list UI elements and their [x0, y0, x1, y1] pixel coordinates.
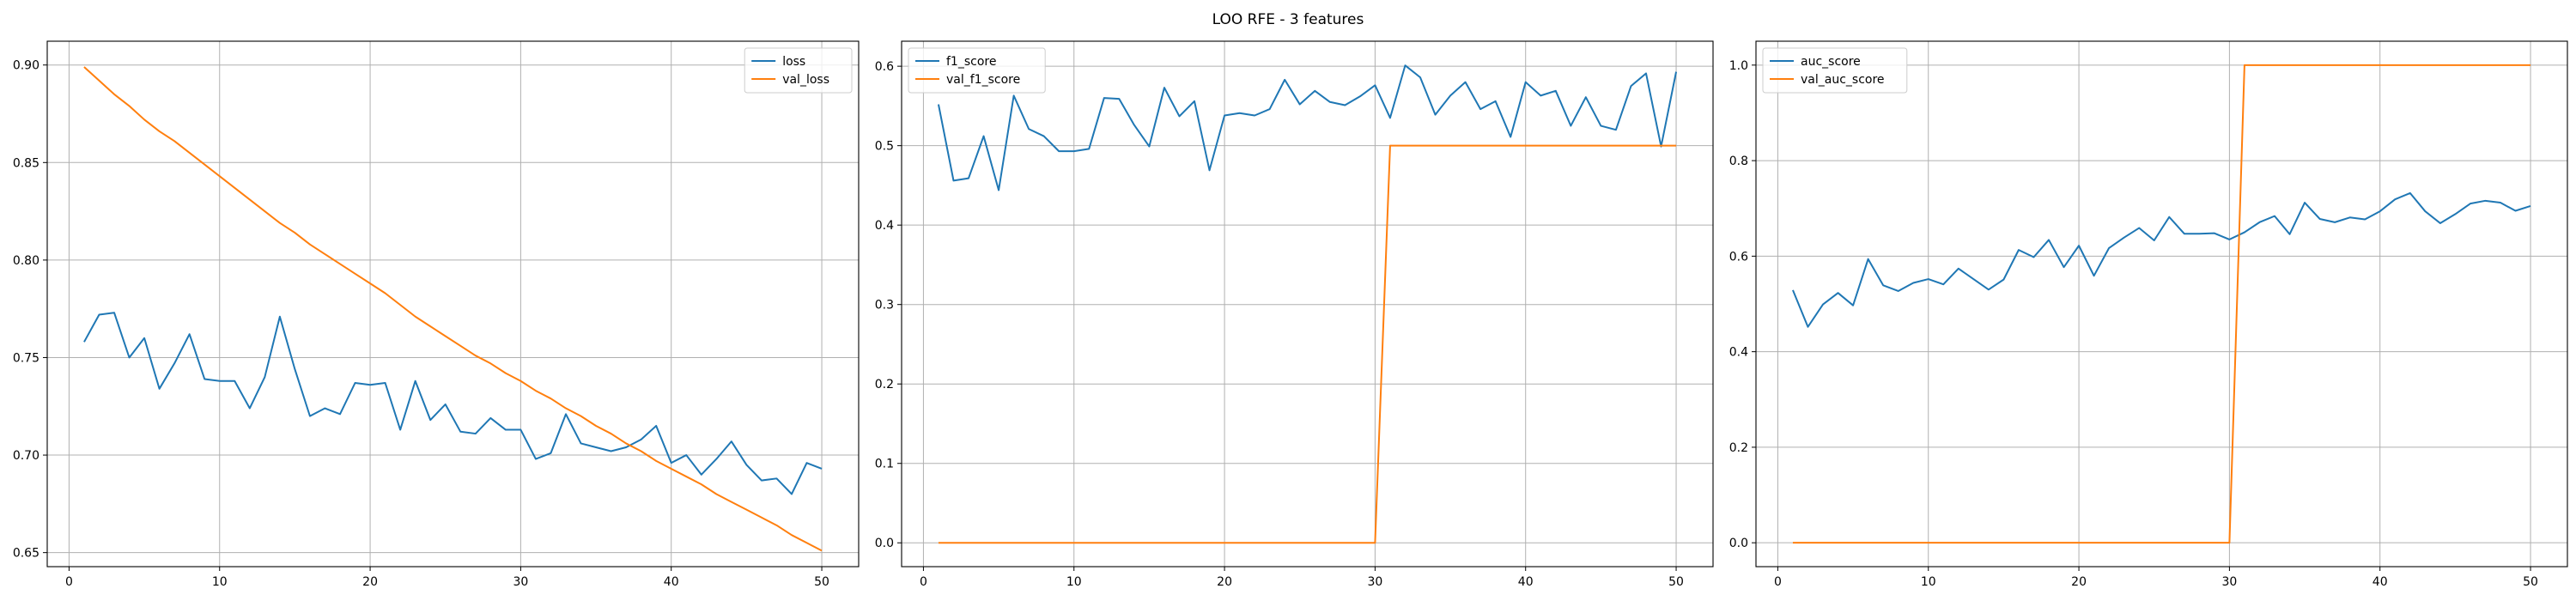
legend-label-auc-score: auc_score [1801, 55, 1861, 69]
figure-title: LOO RFE - 3 features [1212, 11, 1364, 28]
x-tick-label: 0 [65, 575, 73, 589]
series-line-val-f1-score [938, 144, 1677, 544]
x-tick-label: 50 [1668, 575, 1684, 589]
y-tick-label: 0.85 [13, 156, 39, 170]
series-line-auc-score [1792, 191, 2531, 328]
y-tick-label: 0.90 [13, 59, 39, 73]
y-tick-label: 1.0 [1729, 59, 1748, 73]
x-tick-label: 10 [1921, 575, 1936, 589]
legend-label-f1-score: f1_score [946, 55, 996, 69]
legend-label-val-f1-score: val_f1_score [946, 73, 1020, 87]
legend-box [908, 47, 1046, 94]
x-tick-label: 0 [1774, 575, 1782, 589]
y-tick-label: 0.1 [875, 458, 894, 471]
x-tick-label: 40 [2372, 575, 2388, 589]
y-tick-label: 0.2 [1729, 441, 1748, 455]
y-tick-label: 0.6 [1729, 250, 1748, 264]
x-tick-label: 30 [2221, 575, 2237, 589]
x-tick-label: 0 [920, 575, 927, 589]
axes-frame [46, 40, 860, 568]
x-tick-label: 20 [1217, 575, 1232, 589]
subplot-loss: 0 10 20 30 40 50 0.65 0.70 0.75 0.80 0.85 0.90 loss v… [13, 40, 860, 589]
series-line-f1-score [937, 64, 1678, 191]
x-tick-label: 10 [212, 575, 228, 589]
x-tick-label: 40 [664, 575, 679, 589]
legend-label-loss: loss [782, 55, 805, 69]
y-tick-label: 0.0 [875, 537, 894, 550]
legend-box [744, 47, 853, 94]
x-tick-label: 50 [814, 575, 829, 589]
y-tick-label: 0.8 [1729, 155, 1748, 168]
axes-frame [1755, 40, 2568, 568]
y-tick-label: 0.4 [875, 219, 894, 233]
axes-frame [901, 40, 1714, 568]
series-line-val-loss [83, 66, 823, 552]
y-tick-label: 0.75 [13, 351, 39, 365]
y-tick-label: 0.80 [13, 254, 39, 268]
y-tick-label: 0.4 [1729, 346, 1748, 360]
series-line-val-auc-score [1792, 64, 2531, 544]
x-tick-label: 20 [362, 575, 378, 589]
legend: f1_score val_f1_score [908, 47, 1046, 94]
x-tick-label: 10 [1066, 575, 1082, 589]
x-tick-label: 30 [513, 575, 528, 589]
y-tick-label: 0.65 [13, 547, 39, 561]
legend-label-val-auc-score: val_auc_score [1801, 73, 1885, 87]
y-tick-label: 0.2 [875, 378, 894, 392]
legend: loss val_loss [744, 47, 853, 94]
subplot-auc-score: 0 10 20 30 40 50 0.0 0.2 0.4 0.6 0.8 1.0 auc_scoreva… [1729, 40, 2568, 589]
x-tick-label: 20 [2071, 575, 2087, 589]
series-line-loss [83, 312, 823, 495]
legend: auc_score val_auc_score [1762, 47, 1908, 94]
y-tick-label: 0.0 [1729, 537, 1748, 550]
subplot-f1-score: 0 10 20 30 40 50 0.0 0.1 0.2 0.3 0.4 0.5 0.6 f1_score… [875, 40, 1714, 589]
y-tick-label: 0.5 [875, 140, 894, 154]
y-tick-label: 0.70 [13, 449, 39, 463]
y-tick-label: 0.3 [875, 299, 894, 313]
x-tick-label: 40 [1518, 575, 1534, 589]
y-tick-label: 0.6 [875, 60, 894, 74]
legend-box [1762, 47, 1908, 94]
legend-label-val-loss: val_loss [782, 73, 829, 87]
x-tick-label: 50 [2523, 575, 2538, 589]
x-tick-label: 30 [1367, 575, 1382, 589]
